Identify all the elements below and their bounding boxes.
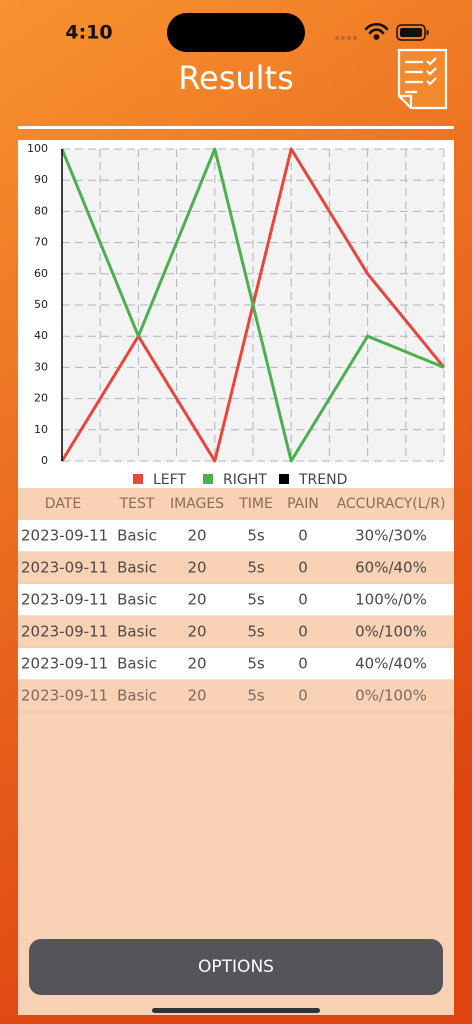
y-tick-label: 100	[27, 142, 48, 155]
table-row	[18, 552, 454, 584]
table-cell: 30%/30%	[355, 527, 427, 545]
table-header-cell: ACCURACY(L/R)	[337, 496, 446, 512]
table-row	[18, 680, 454, 712]
y-tick-label: 60	[34, 267, 48, 280]
table-row	[18, 616, 454, 648]
table-header-cell: TEST	[119, 496, 155, 512]
table-cell: 0%/100%	[355, 623, 427, 641]
signal-icon	[335, 36, 357, 40]
table-cell: 20	[187, 527, 206, 545]
legend-label: LEFT	[153, 472, 186, 488]
y-tick-label: 10	[34, 423, 48, 436]
table-cell: 0	[298, 655, 308, 673]
table-row	[18, 648, 454, 680]
table-cell: 0	[298, 559, 308, 577]
table-cell: 20	[187, 591, 206, 609]
table-cell: 5s	[247, 655, 265, 673]
table-cell: 5s	[247, 623, 265, 641]
table-cell: 20	[187, 687, 206, 705]
options-button-label[interactable]: OPTIONS	[198, 957, 274, 977]
table-cell: 0	[298, 591, 308, 609]
dynamic-island	[167, 13, 305, 52]
table-cell: 20	[187, 559, 206, 577]
series-line	[60, 147, 445, 463]
y-tick-label: 90	[34, 173, 48, 186]
table-cell: 60%/40%	[355, 559, 427, 577]
table-cell: Basic	[117, 655, 157, 673]
table-header-cell: PAIN	[287, 496, 319, 512]
y-tick-label: 70	[34, 236, 48, 249]
table-header-cell: DATE	[45, 496, 81, 512]
legend-swatch	[133, 474, 143, 484]
table-cell: 40%/40%	[355, 655, 427, 673]
table-cell: 2023-09-11	[21, 591, 108, 609]
y-tick-label: 40	[34, 329, 48, 342]
table-cell: 5s	[247, 591, 265, 609]
table-header-cell: TIME	[238, 496, 273, 512]
battery-icon	[396, 24, 429, 41]
legend-swatch	[203, 474, 213, 484]
report-icon[interactable]	[397, 48, 448, 110]
y-tick-label: 30	[34, 360, 48, 373]
y-tick-label: 20	[34, 392, 48, 405]
table-cell: 5s	[247, 527, 265, 545]
header-title: Results	[178, 59, 294, 97]
table-cell: 0	[298, 527, 308, 545]
table-cell: Basic	[117, 623, 157, 641]
table-cell: Basic	[117, 559, 157, 577]
table-cell: 20	[187, 655, 206, 673]
table-cell: Basic	[117, 591, 157, 609]
table-cell: 2023-09-11	[21, 527, 108, 545]
y-tick-label: 80	[34, 204, 48, 217]
table-header-cell: IMAGES	[170, 496, 224, 512]
y-tick-label: 50	[34, 298, 48, 311]
table-cell: 5s	[247, 559, 265, 577]
table-cell: 0%/100%	[355, 687, 427, 705]
status-time: 4:10	[65, 22, 112, 44]
table-row	[18, 520, 454, 552]
legend-label: RIGHT	[223, 472, 267, 488]
options-button[interactable]	[29, 939, 443, 995]
table-cell: 2023-09-11	[21, 687, 108, 705]
table-cell: 2023-09-11	[21, 623, 108, 641]
table-cell: 0	[298, 687, 308, 705]
table-cell: 2023-09-11	[21, 655, 108, 673]
table-cell: 2023-09-11	[21, 559, 108, 577]
legend-swatch	[279, 474, 289, 484]
table-cell: Basic	[117, 687, 157, 705]
legend-label: TREND	[298, 472, 347, 488]
table-row	[18, 584, 454, 616]
table-cell: 5s	[247, 687, 265, 705]
wifi-icon	[364, 22, 389, 40]
table-cell: 20	[187, 623, 206, 641]
table-cell: 100%/0%	[355, 591, 427, 609]
table-cell: Basic	[117, 527, 157, 545]
y-tick-label: 0	[41, 454, 48, 467]
table-cell: 0	[298, 623, 308, 641]
home-indicator	[152, 1008, 320, 1013]
header-divider	[18, 126, 454, 129]
